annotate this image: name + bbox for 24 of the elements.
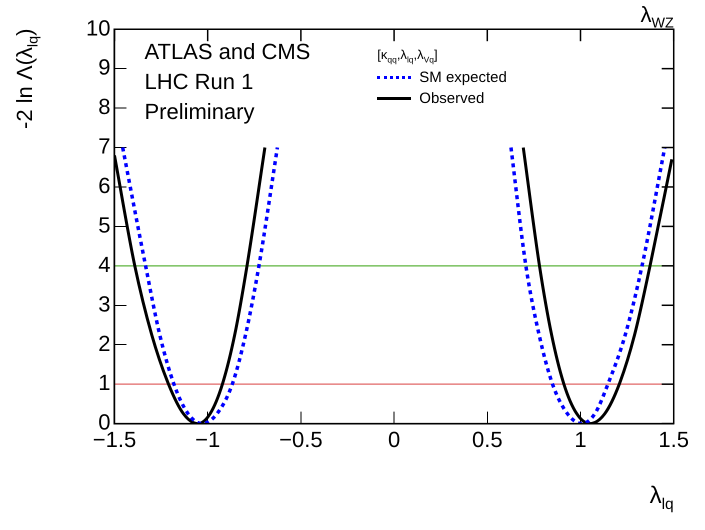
annotation: λ$_{WZ}$ bbox=[640, 2, 674, 32]
y-tick-label: 9 bbox=[98, 54, 110, 80]
legend-label: Observed bbox=[419, 90, 484, 107]
legend-label: SM expected bbox=[419, 68, 507, 86]
x-tick-label: 0.5 bbox=[472, 426, 503, 452]
y-tick-label: 10 bbox=[86, 15, 110, 40]
x-tick-label: 1.5 bbox=[658, 426, 690, 452]
legend-title: [κ$_{qq}$,λ$_{lq}$,λ$_{Vq}$] bbox=[377, 47, 439, 65]
annotation: Preliminary bbox=[144, 99, 254, 126]
x-tick-label: 1 bbox=[574, 426, 587, 452]
y-tick-label: 2 bbox=[98, 330, 110, 356]
x-axis-title: λ$_{lq}$ bbox=[650, 482, 674, 514]
y-tick-label: 4 bbox=[98, 252, 110, 277]
y-tick-label: 6 bbox=[98, 173, 110, 198]
x-tick-label: −1 bbox=[195, 426, 220, 452]
y-tick-label: 5 bbox=[98, 212, 110, 238]
y-tick-label: 1 bbox=[98, 370, 110, 396]
annotation: ATLAS and CMS bbox=[144, 39, 310, 66]
y-tick-label: 8 bbox=[98, 94, 110, 120]
x-tick-label: 0 bbox=[388, 426, 400, 452]
annotation: LHC Run 1 bbox=[144, 69, 254, 96]
y-tick-label: 3 bbox=[98, 291, 110, 316]
y-tick-label: 7 bbox=[98, 134, 110, 159]
x-tick-label: −0.5 bbox=[279, 426, 323, 452]
